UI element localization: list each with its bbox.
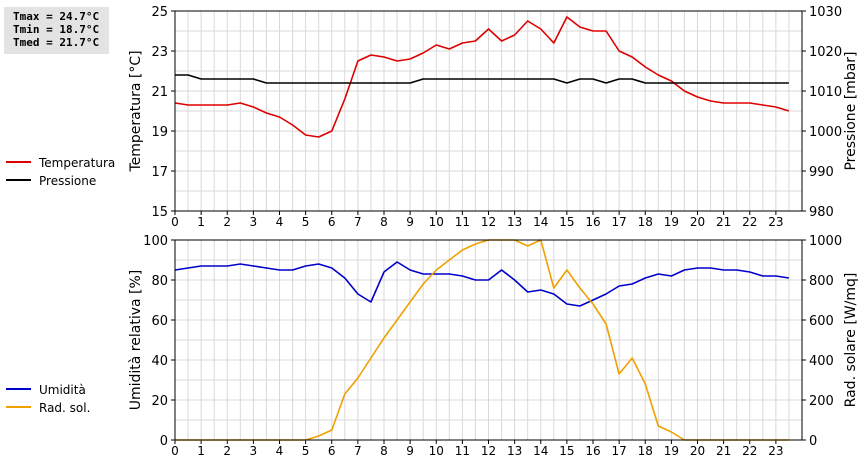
humidity-radiation-xtick-label: 23 [768,444,783,458]
temp-pressure-ytick-left-label: 19 [151,125,168,140]
temp-pressure-ylabel-right: Pressione [mbar] [843,51,859,170]
temp-pressure-xtick-label: 2 [223,215,231,229]
humidity-radiation-xtick-label: 18 [638,444,653,458]
humidity-radiation-ytick-left-label: 100 [143,234,168,249]
tmax-label: Tmax = 24.7°C [13,10,100,23]
humidity-radiation-xtick-label: 1 [197,444,205,458]
temp-pressure-xtick-label: 9 [406,215,414,229]
temp-pressure-ytick-left-label: 21 [151,85,168,100]
humidity-radiation-xtick-label: 14 [533,444,548,458]
temp-pressure-xtick-label: 17 [611,215,626,229]
temp-pressure-xtick-label: 15 [559,215,574,229]
temp-pressure-xtick-label: 6 [328,215,336,229]
humidity-radiation-ytick-right-label: 1000 [809,234,842,249]
temp-pressure-xtick-label: 1 [197,215,205,229]
tmin-label: Tmin = 18.7°C [13,23,100,36]
humidity-radiation-ytick-left-label: 60 [151,314,168,329]
humidity-radiation-xtick-label: 4 [276,444,284,458]
temp-pressure-xtick-label: 22 [742,215,757,229]
temp-pressure-xtick-label: 13 [507,215,522,229]
temp-pressure-ytick-right-label: 1010 [809,85,842,100]
humidity-radiation-ytick-right-label: 800 [809,274,834,289]
humidity-radiation-xtick-label: 6 [328,444,336,458]
humidity-radiation-xtick-label: 20 [690,444,705,458]
humidity-radiation-ylabel-left: Umidità relativa [%] [128,270,144,411]
humidity-radiation-plot-frame [174,239,803,441]
humidity-radiation-xtick-label: 8 [380,444,388,458]
temp-pressure-ylabel-left: Temperatura [°C] [128,50,144,172]
humidity-radiation-xtick-label: 15 [559,444,574,458]
temp-pressure-xtick-label: 11 [455,215,470,229]
temp-pressure-ytick-left-label: 17 [151,165,168,180]
humidity-radiation-ytick-left-label: 80 [151,274,168,289]
humidity-radiation-xtick-label: 0 [171,444,179,458]
humidity-radiation-xtick-label: 16 [585,444,600,458]
temp-pressure-xtick-label: 0 [171,215,179,229]
temp-pressure-xtick-label: 5 [302,215,310,229]
humidity-radiation-ytick-right-label: 600 [809,314,834,329]
humidity-radiation-xtick-label: 12 [481,444,496,458]
temp-pressure-ytick-left-label: 15 [151,205,168,220]
humidity-radiation-ytick-right-label: 400 [809,354,834,369]
temp-pressure-xtick-label: 3 [250,215,258,229]
temp-pressure-series-2-line [175,74,789,84]
temp-pressure-ytick-right-label: 1020 [809,45,842,60]
tmed-label: Tmed = 21.7°C [13,36,100,49]
humidity-radiation-ytick-right-label: 200 [809,394,834,409]
temp-pressure-ytick-right-label: 1000 [809,125,842,140]
humidity-radiation-legend-label-1: Umidità [39,383,86,397]
temp-pressure-xtick-label: 7 [354,215,362,229]
temp-pressure-legend-label-1: Temperatura [38,156,115,170]
temp-pressure-xtick-label: 18 [638,215,653,229]
temp-pressure-xtick-label: 21 [716,215,731,229]
humidity-radiation-xtick-label: 21 [716,444,731,458]
temp-pressure-xtick-label: 8 [380,215,388,229]
temp-pressure-xtick-label: 23 [768,215,783,229]
temp-pressure-ytick-right-label: 980 [809,205,834,220]
humidity-radiation-xtick-label: 13 [507,444,522,458]
temp-pressure-ytick-right-label: 990 [809,165,834,180]
temp-pressure-xtick-label: 4 [276,215,284,229]
humidity-radiation-ytick-right-label: 0 [809,434,817,449]
temp-pressure-xtick-label: 20 [690,215,705,229]
stats-box: Tmax = 24.7°C Tmin = 18.7°C Tmed = 21.7°… [4,7,109,54]
temp-pressure-xtick-label: 12 [481,215,496,229]
humidity-radiation-xtick-label: 19 [664,444,679,458]
temp-pressure-series-1-line [174,16,790,138]
humidity-radiation-ytick-left-label: 40 [151,354,168,369]
humidity-radiation-xtick-label: 17 [611,444,626,458]
humidity-radiation-xtick-label: 7 [354,444,362,458]
humidity-radiation-xtick-label: 9 [406,444,414,458]
humidity-radiation-ylabel-right: Rad. solare [W/mq] [843,273,859,408]
temp-pressure-xtick-label: 16 [585,215,600,229]
humidity-radiation-ytick-left-label: 20 [151,394,168,409]
humidity-radiation-xtick-label: 5 [302,444,310,458]
humidity-radiation-xtick-label: 10 [429,444,444,458]
humidity-radiation-xtick-label: 2 [223,444,231,458]
humidity-radiation-legend-label-2: Rad. sol. [39,401,90,415]
temp-pressure-plot-frame [174,10,803,212]
humidity-radiation-xtick-label: 11 [455,444,470,458]
temp-pressure-xtick-label: 14 [533,215,548,229]
humidity-radiation-ytick-left-label: 0 [160,434,168,449]
humidity-radiation-series-1-line [174,261,790,307]
temp-pressure-legend-label-2: Pressione [39,174,96,188]
temp-pressure-ytick-left-label: 23 [151,45,168,60]
temp-pressure-ytick-right-label: 1030 [809,5,842,20]
temp-pressure-xtick-label: 10 [429,215,444,229]
humidity-radiation-xtick-label: 3 [250,444,258,458]
temp-pressure-xtick-label: 19 [664,215,679,229]
temp-pressure-ytick-left-label: 25 [151,5,168,20]
humidity-radiation-xtick-label: 22 [742,444,757,458]
